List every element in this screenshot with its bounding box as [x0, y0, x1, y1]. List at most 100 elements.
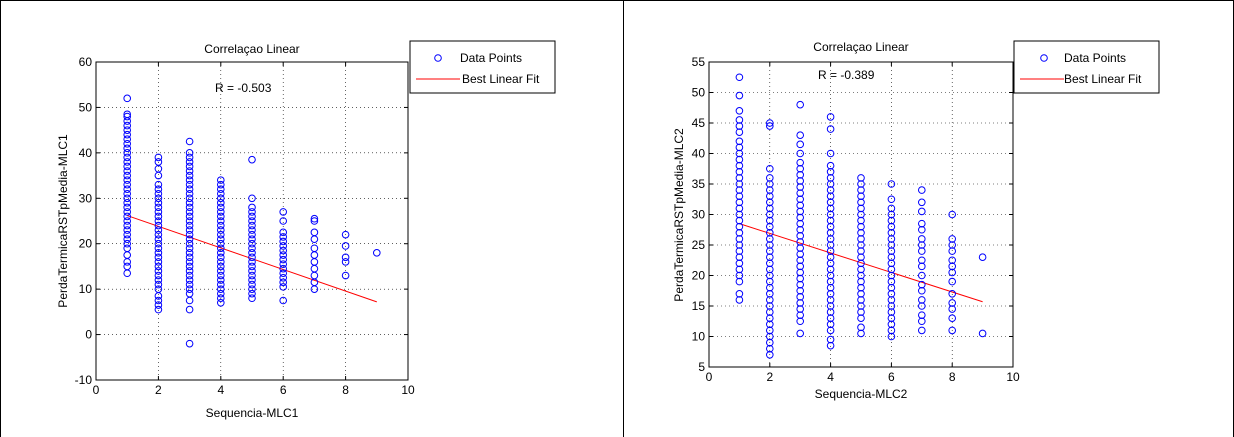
data-point [154, 217, 163, 225]
data-point [341, 230, 350, 239]
data-point [185, 153, 194, 162]
data-point [887, 180, 896, 188]
plot-area [95, 61, 409, 381]
data-point [857, 259, 865, 268]
data-point [857, 290, 865, 298]
data-point [248, 212, 256, 221]
data-point [826, 149, 835, 158]
data-point [766, 119, 774, 127]
data-point [185, 339, 194, 348]
data-point [735, 137, 744, 146]
data-point [154, 258, 163, 266]
data-point [279, 273, 288, 282]
legend: Data Points Best Linear Fit [1013, 40, 1160, 94]
data-point [796, 274, 805, 283]
data-point [735, 107, 744, 115]
data-point [123, 217, 131, 225]
data-point [123, 235, 131, 243]
data-point [796, 158, 805, 167]
data-point [217, 239, 225, 248]
y-tick-label: 35 [692, 177, 706, 191]
grid [96, 62, 408, 380]
y-tick-label: 5 [698, 360, 705, 374]
data-point [123, 212, 131, 221]
data-point [123, 239, 131, 248]
legend-box [409, 40, 556, 94]
data-point [217, 280, 225, 289]
data-point [123, 185, 131, 193]
data-point [217, 267, 225, 275]
data-point [154, 285, 163, 293]
x-tick-label: 2 [155, 383, 162, 397]
data-point [310, 271, 319, 280]
y-tick-label: -10 [75, 373, 93, 387]
data-point [310, 244, 319, 253]
data-point [185, 289, 194, 298]
data-point [185, 276, 194, 284]
data-point [217, 253, 225, 262]
data-point [154, 208, 163, 216]
data-point [185, 149, 194, 157]
data-point [310, 235, 319, 243]
data-point [185, 249, 194, 257]
data-point [918, 326, 926, 335]
data-point [826, 113, 835, 121]
x-tick-label: 6 [888, 370, 895, 384]
y-axis-label: PerdaTermicaRSTpMedia-MLC1 [56, 134, 70, 308]
data-point [185, 244, 194, 253]
x-tick-label: 4 [827, 370, 834, 384]
data-point [341, 253, 350, 262]
data-point [185, 253, 194, 262]
data-point [918, 296, 926, 304]
data-point [948, 235, 957, 243]
y-tick-label: 15 [692, 299, 706, 313]
data-point [185, 262, 194, 271]
data-point [735, 73, 744, 82]
data-point [185, 212, 194, 221]
y-tick-label: 25 [692, 238, 706, 252]
data-point [978, 253, 987, 262]
data-point [123, 171, 131, 180]
data-point [154, 230, 163, 239]
data-point [123, 208, 131, 216]
data-point [123, 126, 131, 134]
data-point [217, 294, 225, 303]
data-point [185, 305, 194, 314]
data-point [154, 189, 163, 198]
data-point [185, 296, 194, 305]
y-tick-label: 45 [692, 116, 706, 130]
y-tick-label: 10 [692, 330, 706, 344]
data-point [248, 230, 256, 239]
data-points-layer [735, 73, 987, 359]
y-tick-label: 50 [692, 86, 706, 100]
data-point [735, 235, 744, 243]
data-point [217, 285, 225, 293]
data-point [248, 271, 256, 280]
data-point [123, 167, 131, 175]
data-point [248, 267, 256, 275]
y-tick-label: 55 [692, 55, 706, 69]
data-point [857, 174, 865, 182]
data-point [185, 171, 194, 180]
data-point [123, 221, 131, 230]
data-point [217, 249, 225, 257]
data-point [310, 214, 319, 223]
data-point [154, 305, 163, 314]
data-point [735, 290, 744, 298]
data-point [154, 262, 163, 271]
data-point [887, 259, 896, 268]
data-point [123, 226, 131, 234]
data-point [826, 259, 835, 268]
data-point [154, 180, 163, 189]
data-point [796, 329, 805, 338]
data-point [918, 311, 926, 319]
data-point [887, 235, 896, 243]
data-point [123, 110, 131, 119]
data-point [248, 239, 256, 248]
data-point [217, 258, 225, 266]
data-point [735, 116, 744, 124]
data-point [279, 251, 288, 259]
data-point [948, 210, 957, 219]
x-tick-label: 8 [949, 370, 956, 384]
data-point [978, 329, 987, 338]
